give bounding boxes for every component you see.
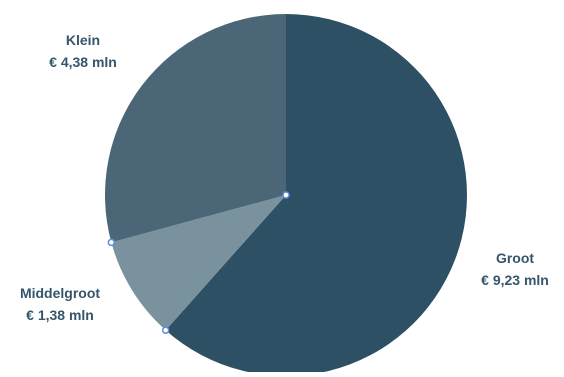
pie-slice-middelgroot	[111, 195, 286, 331]
value-label-klein: € 4,38 mln	[49, 54, 117, 70]
selection-handle-1[interactable]	[161, 326, 170, 334]
pie-slice-groot	[165, 14, 467, 376]
selection-handle-0[interactable]	[282, 191, 290, 199]
category-label-groot: Groot	[496, 250, 534, 266]
labels-layer: Groot € 9,23 mln Middelgroot € 1,38 mln Klei…	[20, 32, 549, 323]
category-label-klein: Klein	[66, 32, 100, 48]
slices-layer	[104, 14, 467, 376]
category-label-middelgroot: Middelgroot	[20, 285, 100, 301]
value-label-groot: € 9,23 mln	[481, 272, 549, 288]
selection-handle-2[interactable]	[107, 238, 116, 247]
pie-slice-klein	[104, 14, 286, 243]
value-label-middelgroot: € 1,38 mln	[26, 307, 94, 323]
